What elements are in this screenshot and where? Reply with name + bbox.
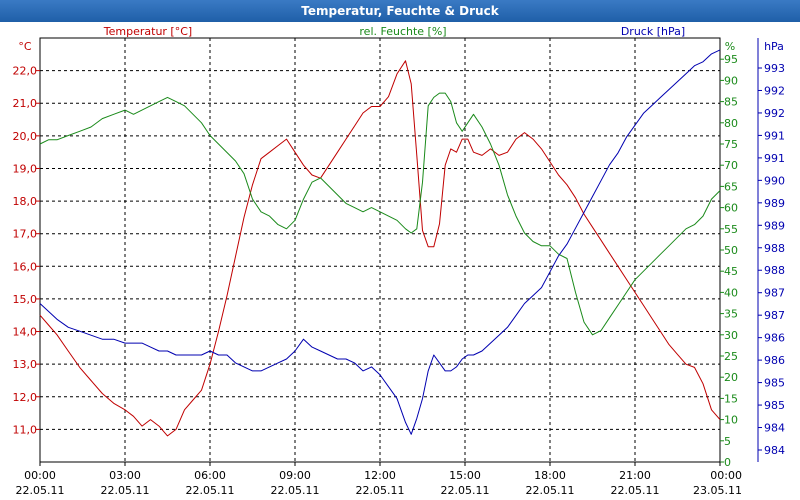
humidity-tick-label: 20: [724, 371, 738, 384]
temperature-tick-label: 17,0: [13, 228, 38, 241]
date-tick-label: 22.05.11: [526, 484, 575, 497]
pressure-tick-label: 991: [764, 152, 785, 165]
series-line-pressure: [39, 49, 721, 435]
series-line-humidity: [39, 92, 721, 336]
pressure-axis: 984 984 985 985 986 986 987 987 988 988 989 989 990 9…: [757, 38, 785, 462]
temperature-tick-label: 18,0: [13, 195, 38, 208]
date-tick-label: 22.05.11: [16, 484, 65, 497]
humidity-tick-label: 60: [724, 202, 738, 215]
time-tick-label: 12:00: [364, 469, 396, 482]
humidity-tick-label: 0: [724, 456, 731, 469]
time-axis: 00:00 22.05.11 03:00 22.05.11 06:00 22.05.11 0…: [16, 462, 742, 497]
humidity-tick-label: 15: [724, 392, 738, 405]
date-tick-label: 22.05.11: [186, 484, 235, 497]
temperature-axis-title: Temperatur [°C]: [103, 25, 192, 38]
temperature-tick-label: 11,0: [13, 423, 38, 436]
time-tick-label: 09:00: [279, 469, 311, 482]
date-tick-label: 22.05.11: [101, 484, 150, 497]
temperature-tick-label: 14,0: [13, 326, 38, 339]
temperature-tick-label: 15,0: [13, 293, 38, 306]
pressure-tick-label: 993: [764, 62, 785, 75]
time-tick-label: 21:00: [619, 469, 651, 482]
pressure-tick-label: 988: [764, 264, 785, 277]
humidity-axis: 0 5 10 15 20 25 30 35 40 45 50 55 60 65 70 75 80 85 90 95%: [720, 40, 738, 469]
pressure-axis-title: Druck [hPa]: [621, 25, 685, 38]
time-tick-label: 00:00: [24, 469, 56, 482]
pressure-tick-label: 991: [764, 129, 785, 142]
grid: [40, 38, 720, 462]
pressure-tick-label: 988: [764, 242, 785, 255]
time-tick-label: 00:00: [710, 469, 742, 482]
humidity-tick-label: 35: [724, 308, 738, 321]
pressure-tick-label: 989: [764, 197, 785, 210]
pressure-tick-label: 985: [764, 399, 785, 412]
date-tick-label: 22.05.11: [441, 484, 490, 497]
humidity-tick-label: 5: [724, 435, 731, 448]
pressure-tick-label: 986: [764, 332, 785, 345]
humidity-tick-label: 30: [724, 329, 738, 342]
pressure-tick-label: 987: [764, 309, 785, 322]
time-tick-label: 15:00: [449, 469, 481, 482]
temperature-tick-label: 12,0: [13, 391, 38, 404]
pressure-tick-label: 984: [764, 422, 785, 435]
temperature-axis: 11,0 12,0 13,0 14,0 15,0 16,0 17,0 18,0 19,0 20,0…: [13, 40, 40, 436]
pressure-tick-label: 989: [764, 219, 785, 232]
humidity-tick-label: 25: [724, 350, 738, 363]
humidity-tick-label: 65: [724, 180, 738, 193]
axis-titles: Temperatur [°C] rel. Feuchte [%] Druck [hP…: [103, 25, 685, 38]
pressure-tick-label: 992: [764, 107, 785, 120]
pressure-tick-label: 986: [764, 354, 785, 367]
chart-background: [0, 22, 800, 500]
pressure-tick-label: 992: [764, 84, 785, 97]
humidity-axis-title: rel. Feuchte [%]: [359, 25, 446, 38]
pressure-tick-label: 990: [764, 174, 785, 187]
temperature-tick-label: 21,0: [13, 97, 38, 110]
chart-title: Temperatur, Feuchte & Druck: [0, 0, 800, 22]
time-tick-label: 06:00: [194, 469, 226, 482]
series: [39, 49, 721, 437]
date-tick-label: 22.05.11: [611, 484, 660, 497]
temperature-tick-label: 16,0: [13, 260, 38, 273]
series-line-temperature: [39, 60, 721, 437]
humidity-tick-label: 75: [724, 138, 738, 151]
humidity-tick-label: 90: [724, 74, 738, 87]
pressure-unit-label: hPa: [764, 40, 784, 53]
temperature-unit-label: °C: [18, 40, 32, 53]
humidity-tick-label: 10: [724, 414, 738, 427]
humidity-tick-label: 40: [724, 286, 738, 299]
humidity-tick-label: 95: [724, 53, 738, 66]
humidity-tick-label: 80: [724, 117, 738, 130]
pressure-tick-label: 985: [764, 377, 785, 390]
humidity-unit-label: %: [725, 40, 735, 53]
date-tick-label: 22.05.11: [356, 484, 405, 497]
temperature-tick-label: 19,0: [13, 162, 38, 175]
pressure-tick-label: 984: [764, 444, 785, 457]
humidity-tick-label: 70: [724, 159, 738, 172]
pressure-tick-label: 987: [764, 287, 785, 300]
temperature-tick-label: 20,0: [13, 130, 38, 143]
date-tick-label: 23.05.11: [693, 484, 742, 497]
time-tick-label: 18:00: [534, 469, 566, 482]
temperature-tick-label: 22,0: [13, 65, 38, 78]
humidity-tick-label: 45: [724, 265, 738, 278]
temperature-tick-label: 13,0: [13, 358, 38, 371]
time-tick-label: 03:00: [109, 469, 141, 482]
humidity-tick-label: 50: [724, 244, 738, 257]
date-tick-label: 22.05.11: [271, 484, 320, 497]
humidity-tick-label: 55: [724, 223, 738, 236]
humidity-tick-label: 85: [724, 96, 738, 109]
